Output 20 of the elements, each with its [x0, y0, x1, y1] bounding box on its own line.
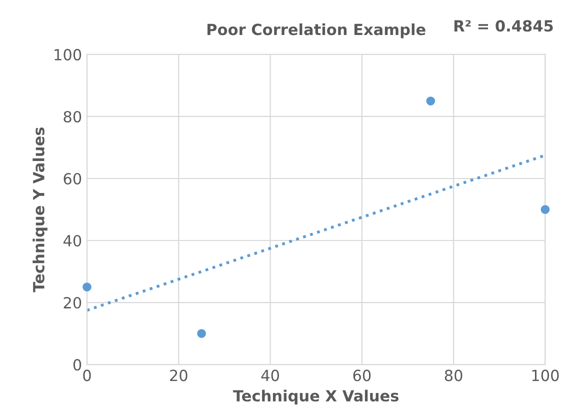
y-tick-label: 60 [64, 172, 82, 185]
y-tick-label: 80 [64, 110, 82, 123]
x-tick-label: 60 [353, 370, 371, 382]
y-tick-label: 0 [73, 358, 82, 371]
point [197, 329, 206, 338]
y-tick-label: 100 [54, 48, 82, 60]
point [426, 96, 436, 106]
x-tick-label: 0 [83, 370, 91, 382]
x-tick-label: 40 [261, 370, 279, 382]
text: R² = 0.4845 [454, 20, 553, 32]
x-tick-label: 100 [532, 370, 559, 382]
x-tick-label: 80 [444, 370, 462, 382]
chart-title: Poor Correlation Example [207, 23, 426, 38]
y-tick-label: 20 [64, 296, 82, 309]
y-tick-label: 40 [63, 234, 82, 247]
point [82, 282, 92, 292]
x-tick-label: 20 [170, 370, 188, 382]
point [540, 205, 550, 214]
y-axis-title: Technique Y Values [32, 127, 48, 292]
x-axis-title: Technique X Values [233, 390, 399, 405]
